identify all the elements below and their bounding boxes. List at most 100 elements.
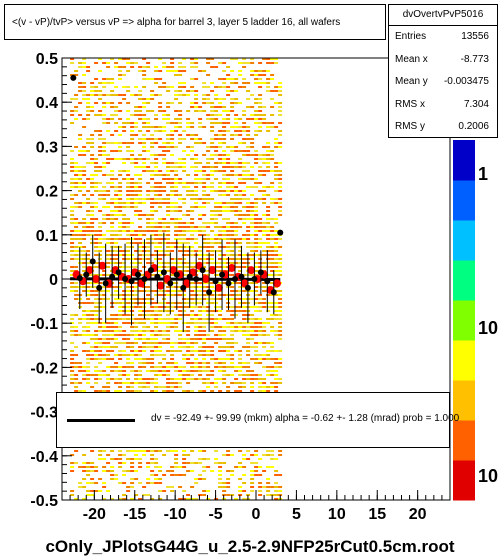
heatmap-cell	[250, 370, 255, 372]
heatmap-cell	[114, 458, 119, 460]
heatmap-cell	[230, 78, 235, 80]
heatmap-cell	[114, 378, 119, 380]
heatmap-cell	[98, 290, 103, 292]
heatmap-cell	[114, 362, 119, 364]
heatmap-cell	[102, 342, 107, 344]
heatmap-cell	[234, 82, 239, 84]
heatmap-cell	[90, 174, 95, 176]
heatmap-cell	[138, 354, 143, 356]
heatmap-cell	[206, 74, 211, 76]
heatmap-cell	[82, 330, 87, 332]
heatmap-cell	[230, 58, 235, 60]
heatmap-cell	[162, 178, 167, 180]
heatmap-cell	[150, 110, 155, 112]
heatmap-cell	[210, 338, 215, 340]
heatmap-cell	[210, 370, 215, 372]
heatmap-cell	[202, 466, 207, 468]
heatmap-cell	[114, 326, 119, 328]
heatmap-cell	[258, 166, 263, 168]
heatmap-cell	[246, 362, 251, 364]
heatmap-cell	[146, 150, 151, 152]
heatmap-cell	[278, 214, 283, 216]
heatmap-cell	[278, 146, 283, 148]
heatmap-cell	[226, 242, 231, 244]
heatmap-cell	[222, 370, 227, 372]
heatmap-cell	[154, 226, 159, 228]
heatmap-cell	[94, 206, 99, 208]
heatmap-cell	[278, 182, 283, 184]
heatmap-cell	[142, 158, 147, 160]
heatmap-cell	[214, 462, 219, 464]
heatmap-cell	[230, 346, 235, 348]
heatmap-cell	[254, 238, 259, 240]
heatmap-cell	[98, 246, 103, 248]
heatmap-cell	[166, 102, 171, 104]
heatmap-cell	[250, 222, 255, 224]
heatmap-cell	[194, 138, 199, 140]
heatmap-cell	[262, 190, 267, 192]
heatmap-cell	[174, 178, 179, 180]
heatmap-cell	[154, 462, 159, 464]
heatmap-cell	[234, 102, 239, 104]
heatmap-cell	[266, 322, 271, 324]
heatmap-cell	[110, 450, 115, 452]
heatmap-cell	[226, 478, 231, 480]
heatmap-cell	[254, 242, 259, 244]
heatmap-cell	[150, 450, 155, 452]
heatmap-cell	[114, 218, 119, 220]
heatmap-cell	[186, 354, 191, 356]
heatmap-cell	[230, 70, 235, 72]
heatmap-cell	[262, 226, 267, 228]
heatmap-cell	[214, 138, 219, 140]
x-tick-label: -5	[208, 506, 222, 523]
heatmap-cell	[214, 262, 219, 264]
heatmap-cell	[214, 178, 219, 180]
heatmap-cell	[266, 218, 271, 220]
heatmap-cell	[258, 378, 263, 380]
heatmap-cell	[218, 142, 223, 144]
heatmap-cell	[170, 182, 175, 184]
heatmap-cell	[262, 222, 267, 224]
x-tick-label: -10	[164, 506, 187, 523]
heatmap-cell	[230, 274, 235, 276]
heatmap-cell	[82, 98, 87, 100]
heatmap-cell	[214, 294, 219, 296]
heatmap-cell	[278, 94, 283, 96]
heatmap-cell	[162, 338, 167, 340]
heatmap-cell	[230, 322, 235, 324]
heatmap-cell	[98, 298, 103, 300]
heatmap-cell	[138, 114, 143, 116]
heatmap-cell	[74, 298, 79, 300]
heatmap-cell	[186, 90, 191, 92]
red-point	[91, 275, 100, 283]
heatmap-cell	[234, 242, 239, 244]
heatmap-cell	[198, 214, 203, 216]
heatmap-cell	[194, 362, 199, 364]
heatmap-cell	[90, 334, 95, 336]
heatmap-cell	[250, 226, 255, 228]
heatmap-cell	[122, 222, 127, 224]
heatmap-cell	[270, 62, 275, 64]
heatmap-cell	[102, 166, 107, 168]
heatmap-cell	[266, 250, 271, 252]
heatmap-cell	[110, 314, 115, 316]
heatmap-cell	[210, 190, 215, 192]
heatmap-cell	[82, 202, 87, 204]
heatmap-cell	[262, 186, 267, 188]
heatmap-cell	[78, 230, 83, 232]
heatmap-cell	[130, 330, 135, 332]
heatmap-cell	[226, 338, 231, 340]
heatmap-cell	[190, 158, 195, 160]
heatmap-cell	[126, 270, 131, 272]
heatmap-cell	[242, 174, 247, 176]
heatmap-cell	[254, 306, 259, 308]
heatmap-cell	[210, 318, 215, 320]
heatmap-cell	[110, 102, 115, 104]
heatmap-cell	[250, 454, 255, 456]
heatmap-cell	[134, 114, 139, 116]
heatmap-cell	[218, 466, 223, 468]
heatmap-cell	[214, 386, 219, 388]
heatmap-cell	[202, 266, 207, 268]
heatmap-cell	[86, 366, 91, 368]
heatmap-cell	[154, 138, 159, 140]
